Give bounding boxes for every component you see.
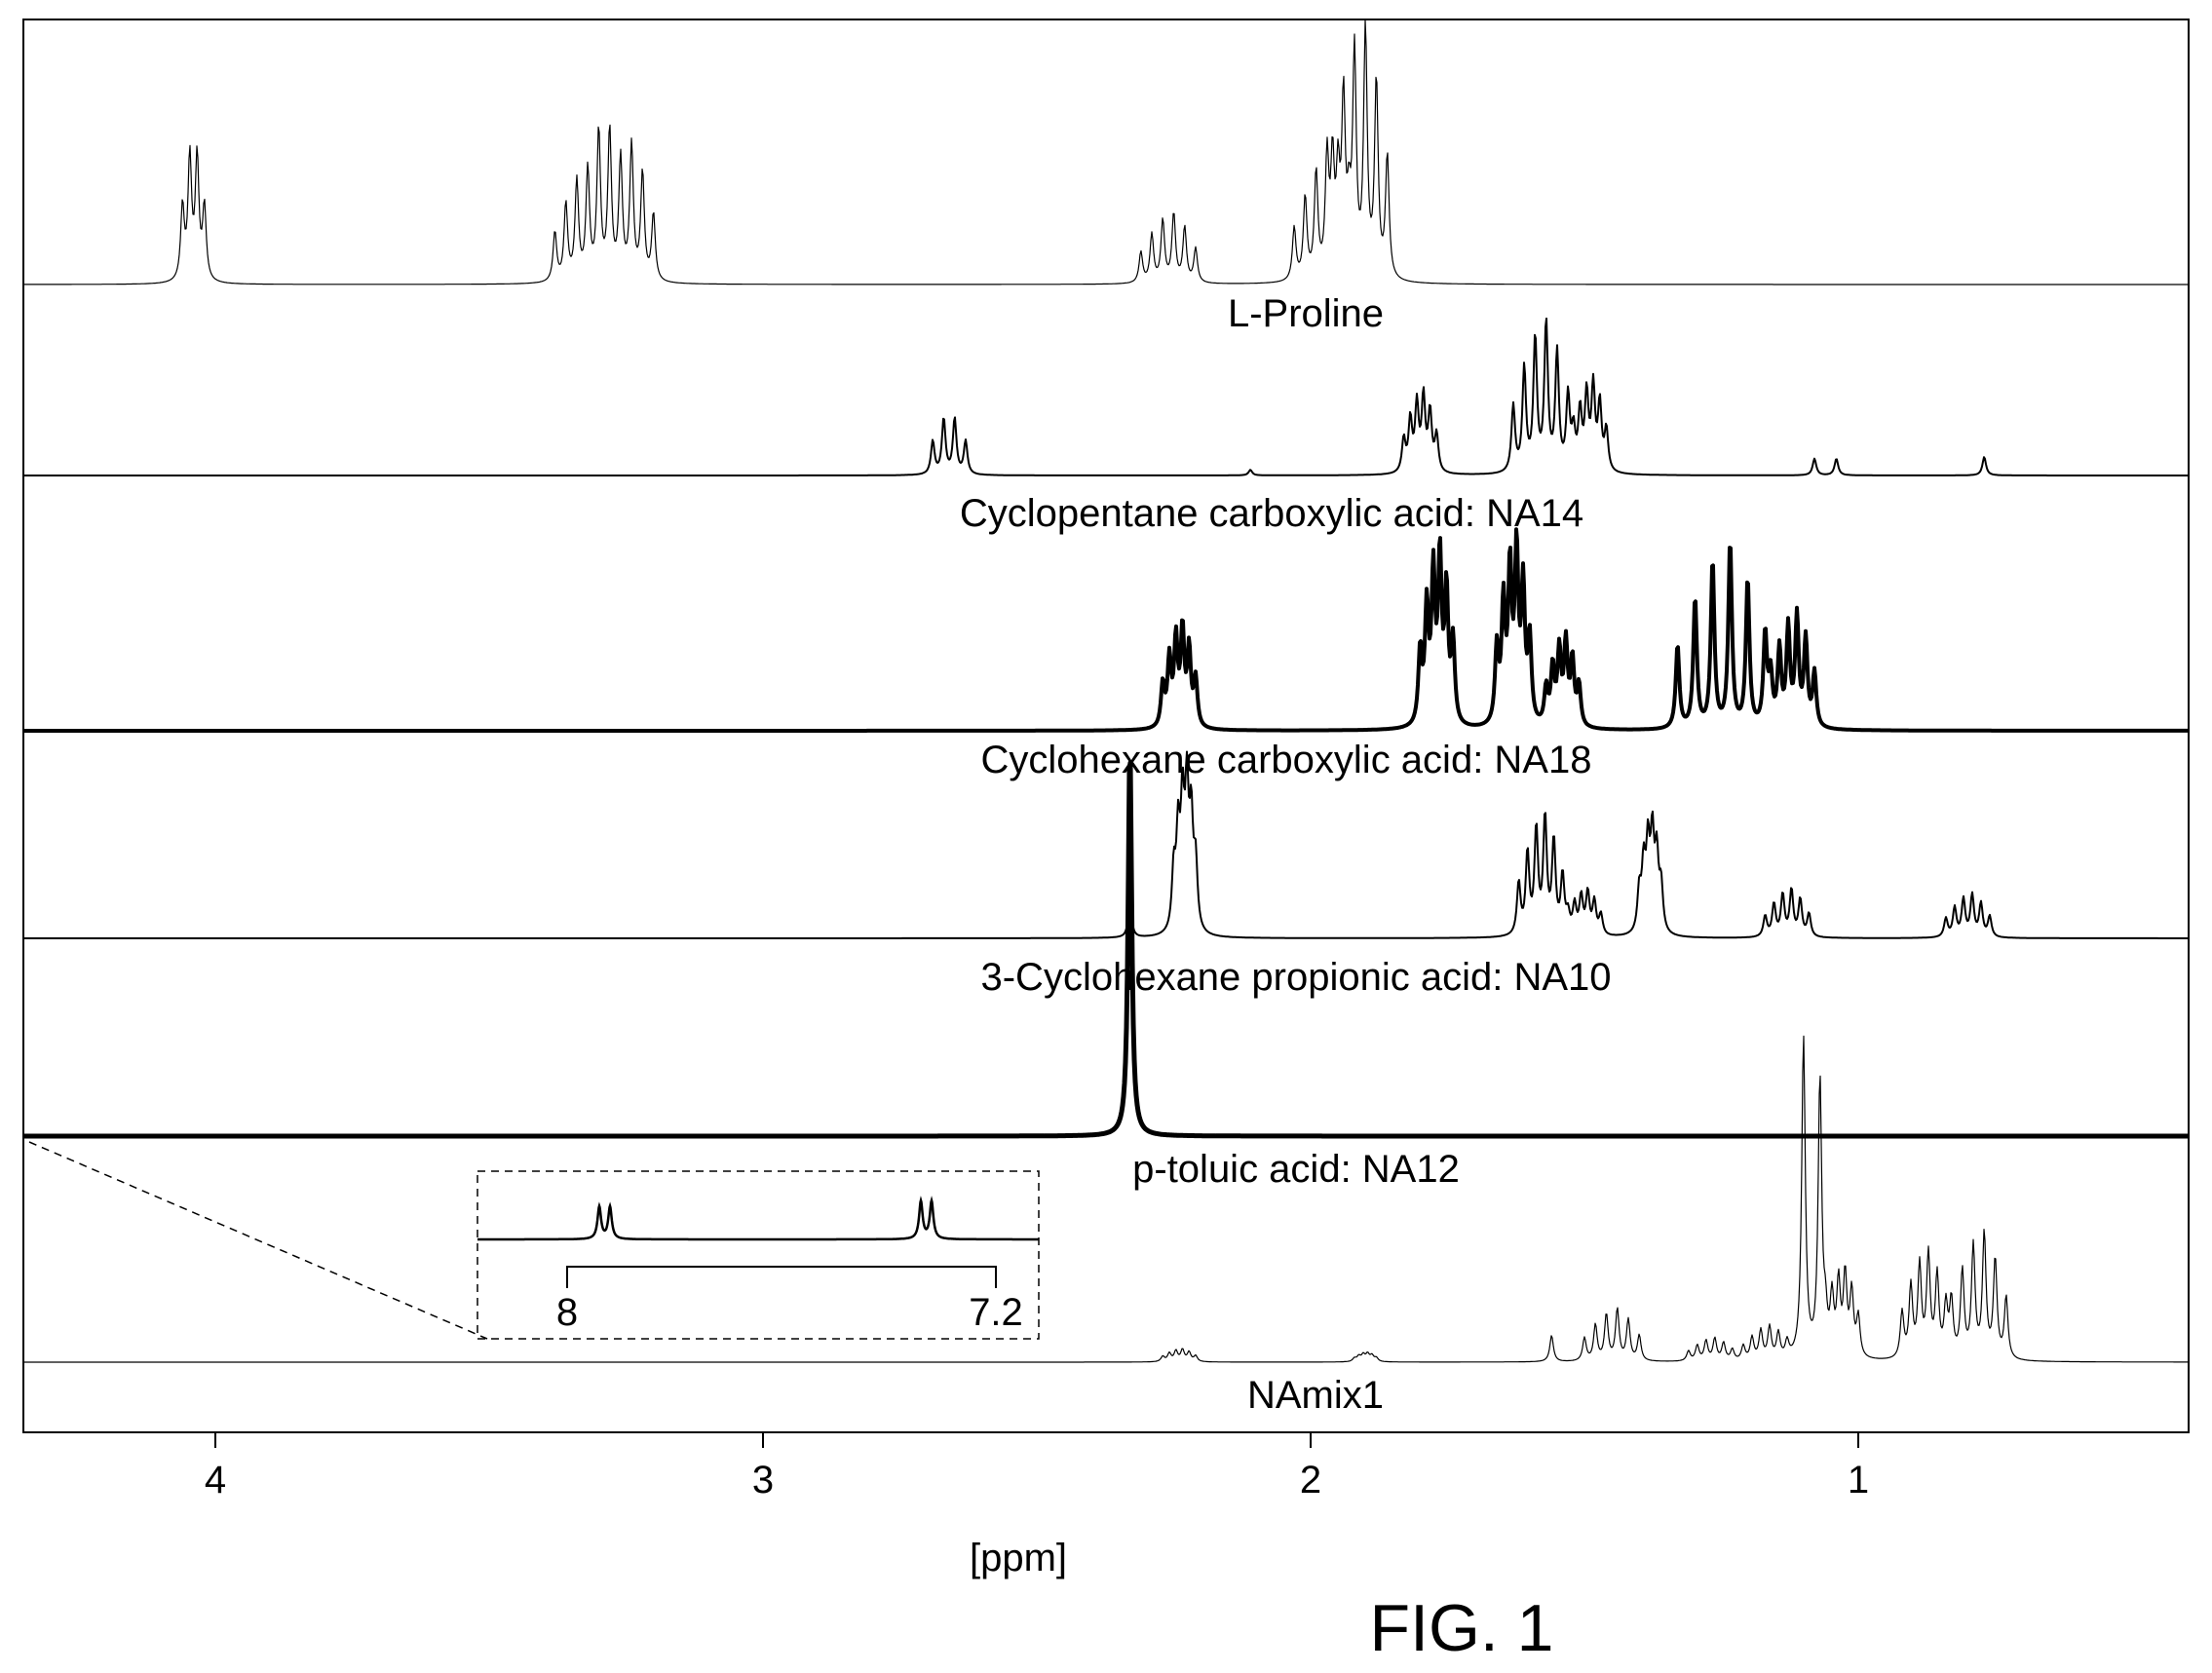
inset-frame xyxy=(477,1170,1040,1340)
spectrum-label-4: 3-Cyclohexane propionic acid: NA10 xyxy=(980,956,1611,999)
spectrum-line-5 xyxy=(21,760,2191,1139)
x-tick-label: 3 xyxy=(752,1459,774,1502)
inset-scale-bar xyxy=(566,1266,997,1288)
inset-tick-label: 8 xyxy=(556,1291,578,1334)
inset-spectrum xyxy=(477,1196,1039,1241)
inset-tick-label: 7.2 xyxy=(969,1291,1023,1334)
spectrum-line-3 xyxy=(22,527,2190,733)
spectrum-label-1: L-Proline xyxy=(1228,292,1384,335)
spectrum-line-4 xyxy=(23,750,2189,939)
spectrum-labels-layer: L-Proline Cyclopentane carboxylic acid: N… xyxy=(960,292,1612,1417)
ppm-axis: 4 3 2 1 xyxy=(205,1432,1869,1502)
spectra-layer xyxy=(21,19,2191,1363)
figure-label: FIG. 1 xyxy=(1370,1591,1554,1665)
inset-zoom-line xyxy=(28,1141,488,1340)
spectrum-line-2 xyxy=(23,317,2189,476)
x-axis-label: [ppm] xyxy=(970,1537,1067,1579)
x-tick-label: 4 xyxy=(205,1459,226,1502)
plot-frame xyxy=(22,19,2190,1433)
aromatic-inset: 8 7.2 xyxy=(28,1141,1040,1340)
spectrum-line-6 xyxy=(23,1035,2189,1363)
spectrum-label-6: NAmix1 xyxy=(1247,1374,1384,1417)
spectrum-label-5: p-toluic acid: NA12 xyxy=(1132,1148,1460,1191)
spectrum-label-3: Cyclohexane carboxylic acid: NA18 xyxy=(981,739,1592,781)
spectrum-line-1 xyxy=(23,19,2189,285)
spectrum-label-2: Cyclopentane carboxylic acid: NA14 xyxy=(960,492,1583,535)
x-tick-label: 1 xyxy=(1848,1459,1869,1502)
x-tick-label: 2 xyxy=(1300,1459,1321,1502)
